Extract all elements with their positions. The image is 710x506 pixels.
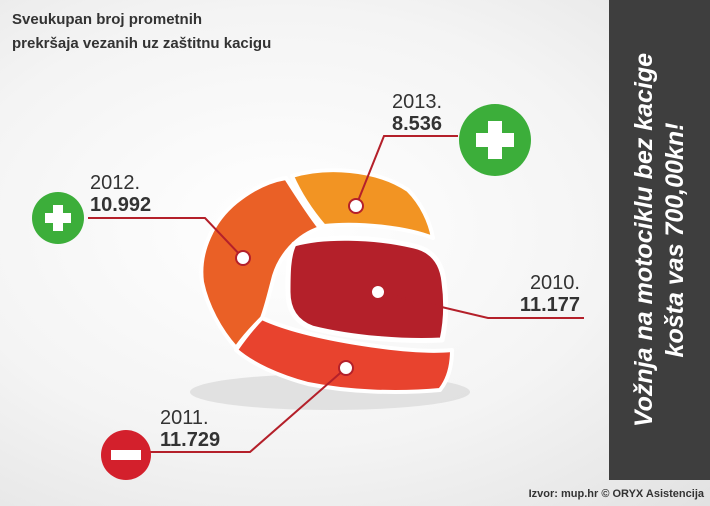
plus-icon	[32, 192, 84, 244]
marker-dot-2012	[235, 250, 251, 266]
year-label-2011: 2011.	[160, 407, 209, 429]
marker-dot-2013	[348, 198, 364, 214]
year-label-2012: 2012.	[90, 172, 140, 194]
value-label-2013: 8.536	[392, 113, 442, 135]
value-label-2012: 10.992	[90, 194, 151, 216]
sidebar-banner: Vožnja na motociklu bez kacige košta vas…	[609, 0, 710, 480]
leader-line-2013	[355, 135, 458, 207]
plus-icon	[459, 104, 531, 176]
year-label-2013: 2013.	[392, 91, 442, 113]
source-caption: Izvor: mup.hr © ORYX Asistencija	[528, 488, 704, 500]
helmet-visor-2010	[285, 235, 449, 343]
helmet-infographic: 2013. 8.536 2012. 10.992 2010. 11.177 20…	[32, 91, 584, 480]
year-label-2010: 2010.	[530, 272, 580, 294]
leader-lines	[88, 135, 584, 453]
leader-line-2012	[88, 217, 244, 259]
marker-dot-2011	[338, 360, 354, 376]
leader-line-2011	[125, 367, 347, 453]
value-label-2011: 11.729	[160, 429, 220, 451]
helmet-segment-2011	[234, 316, 454, 394]
chart-title: Sveukupan broj prometnih prekršaja vezan…	[12, 11, 272, 52]
marker-dots	[235, 198, 386, 376]
leader-line-2010	[377, 291, 584, 319]
minus-icon	[101, 430, 151, 480]
value-label-2010: 11.177	[520, 294, 580, 316]
marker-dot-2010	[370, 284, 386, 300]
sidebar-slogan: Vožnja na motociklu bez kacige košta vas…	[629, 52, 689, 428]
